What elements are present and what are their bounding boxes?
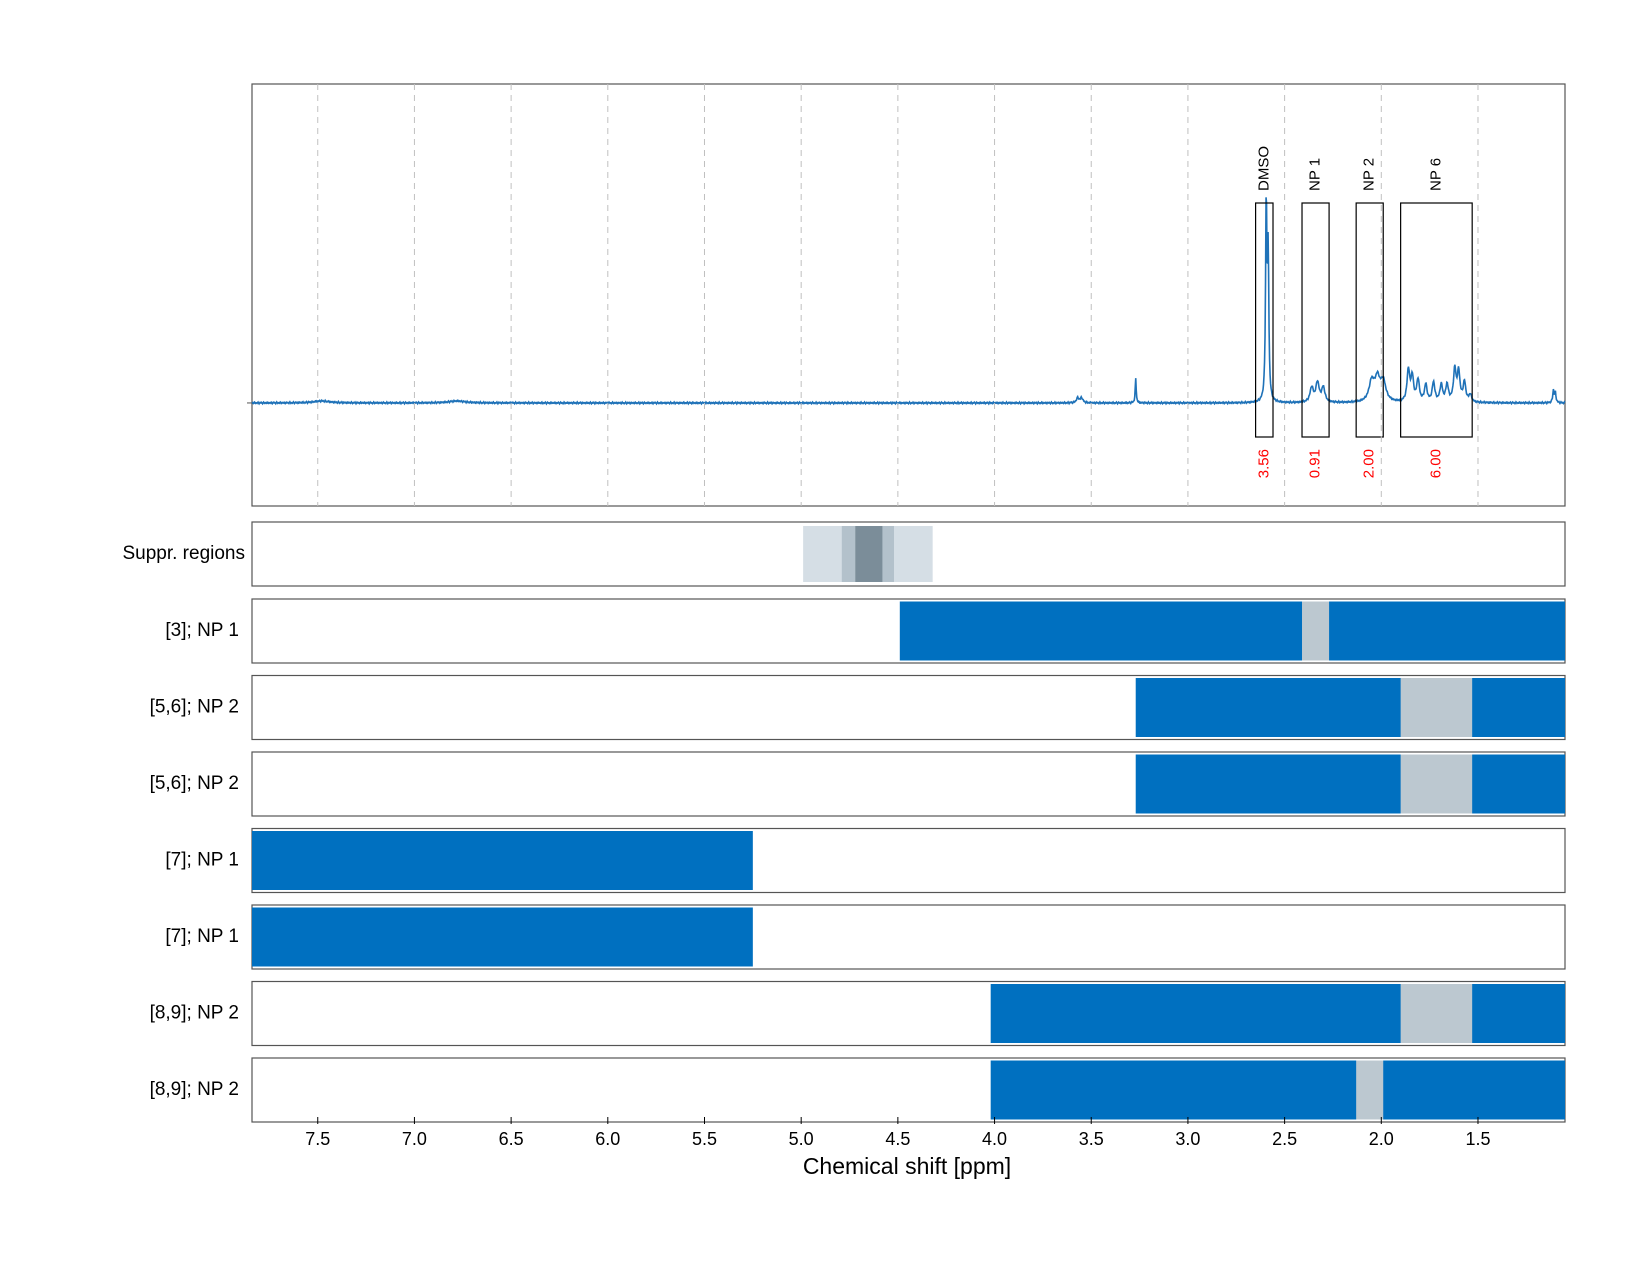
region-row-label: [7]; NP 1	[165, 850, 239, 871]
integral-box	[1400, 202, 1473, 438]
region-gap	[1302, 601, 1330, 661]
x-tick-label: 2.0	[1369, 1129, 1394, 1149]
x-axis-label: Chemical shift [ppm]	[803, 1153, 1011, 1179]
region-bar	[990, 984, 1565, 1043]
x-tick-label: 7.5	[305, 1129, 330, 1149]
region-gap	[1400, 984, 1473, 1043]
region-bar	[1135, 754, 1565, 814]
integral-value: 2.00	[1361, 449, 1378, 478]
integral-box	[1255, 202, 1274, 438]
region-row-label: [7]; NP 1	[165, 926, 239, 947]
x-tick-label: 7.0	[402, 1129, 427, 1149]
region-gap	[1356, 1060, 1384, 1120]
region-bar	[990, 1060, 1565, 1120]
integral-label: NP 2	[1361, 158, 1378, 191]
x-tick-label: 2.5	[1272, 1129, 1297, 1149]
suppressed-regions-panel: Suppr. regions	[122, 521, 1566, 587]
x-tick-label: 5.5	[692, 1129, 717, 1149]
integral-box	[1355, 202, 1384, 438]
region-row-label: [8,9]; NP 2	[150, 1079, 239, 1100]
integral-label: NP 1	[1307, 158, 1324, 191]
integral-label: NP 6	[1427, 158, 1444, 191]
x-tick-label: 6.0	[595, 1129, 620, 1149]
region-row: [8,9]; NP 2	[150, 980, 1566, 1047]
region-row-label: [5,6]; NP 2	[150, 773, 239, 794]
region-bar	[252, 907, 753, 967]
region-bar	[1135, 678, 1565, 737]
region-row: [8,9]; NP 2	[150, 1057, 1566, 1123]
x-tick-label: 5.0	[789, 1129, 814, 1149]
x-axis: 7.5 7.0 6.5 6.0 5.5 5.0 4.5 4.0 3.5 3.0 2.5 2.0 1.5	[305, 1117, 1490, 1149]
spectrum-line	[251, 197, 1566, 406]
region-bar	[899, 601, 1565, 661]
region-row: [3]; NP 1	[165, 598, 1566, 664]
region-row: [5,6]; NP 2	[150, 674, 1566, 741]
region-gap	[1400, 754, 1473, 814]
region-bar	[252, 831, 753, 890]
region-row-label: [3]; NP 1	[165, 620, 239, 641]
integral-box	[1301, 202, 1330, 438]
x-tick-label: 4.5	[885, 1129, 910, 1149]
region-row-label: [8,9]; NP 2	[150, 1003, 239, 1024]
region-rows-panel: [3]; NP 1 [5,6]; NP 2 [5,6]; NP 2 [7]; NP 1…	[150, 598, 1566, 1123]
x-tick-label: 3.5	[1079, 1129, 1104, 1149]
x-tick-label: 1.5	[1465, 1129, 1490, 1149]
x-tick-label: 3.0	[1175, 1129, 1200, 1149]
grid-lines	[317, 84, 1479, 506]
spectrum-panel: DMSO 3.56 NP 1 0.91 NP 2 2.00 NP 6 6.00	[247, 83, 1566, 507]
integral-label: DMSO	[1255, 146, 1272, 191]
suppressed-regions-label: Suppr. regions	[122, 543, 245, 564]
region-gap	[1400, 678, 1473, 737]
region-row: [7]; NP 1	[165, 904, 1566, 970]
region-row-label: [5,6]; NP 2	[150, 697, 239, 718]
suppressed-band	[855, 526, 883, 582]
integral-value: 6.00	[1427, 449, 1444, 478]
x-tick-label: 6.5	[499, 1129, 524, 1149]
integral-value: 3.56	[1255, 449, 1272, 478]
integral-value: 0.91	[1307, 449, 1324, 478]
spectrum-frame	[251, 83, 1566, 507]
region-row: [5,6]; NP 2	[150, 751, 1566, 817]
region-row: [7]; NP 1	[165, 827, 1566, 894]
x-tick-label: 4.0	[982, 1129, 1007, 1149]
